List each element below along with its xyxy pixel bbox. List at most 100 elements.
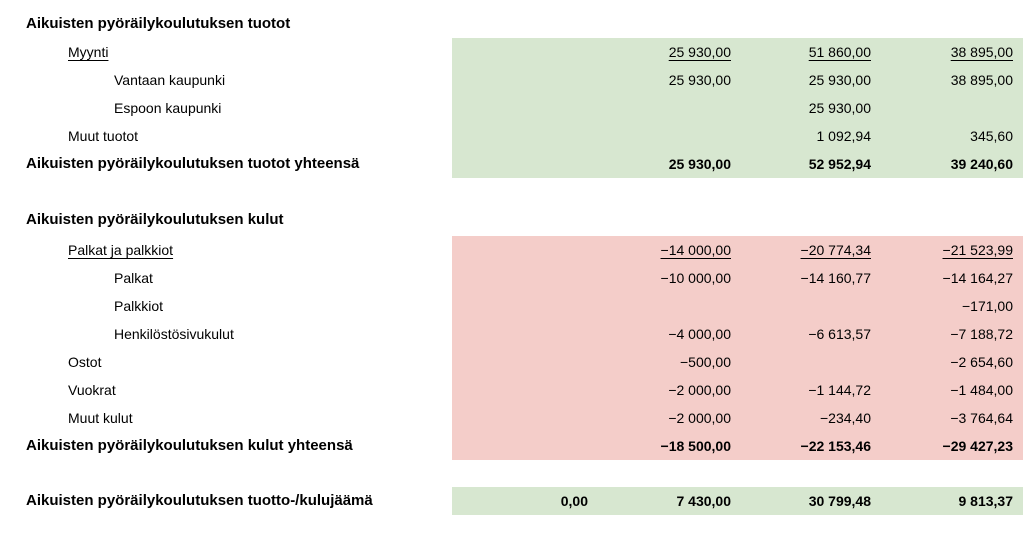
row-label: Palkat ja palkkiot bbox=[68, 242, 174, 258]
value-cell: 39 240,60 bbox=[950, 156, 1013, 172]
value-cell: 30 799,48 bbox=[808, 493, 871, 509]
row-values: −14 000,00 −20 774,34 −21 523,99 bbox=[452, 236, 1023, 264]
row-label: Aikuisten pyöräilykoulutuksen tuotto-/ku… bbox=[26, 492, 373, 509]
section-header-revenues: Aikuisten pyöräilykoulutuksen tuotot bbox=[26, 15, 291, 32]
row-label: Vantaan kaupunki bbox=[114, 72, 226, 88]
row-values: 1 092,94 345,60 bbox=[452, 122, 1023, 150]
value-cell bbox=[452, 38, 592, 66]
value-cell: −2 654,60 bbox=[950, 354, 1013, 370]
value-cell bbox=[452, 348, 592, 376]
table-row-myynti: Myynti 25 930,00 51 860,00 38 895,00 bbox=[0, 38, 1033, 66]
value-cell: 38 895,00 bbox=[950, 44, 1013, 60]
row-label: Henkilöstösivukulut bbox=[114, 326, 234, 342]
value-cell bbox=[452, 122, 592, 150]
value-cell: 1 092,94 bbox=[816, 128, 872, 144]
value-cell bbox=[592, 94, 735, 122]
value-cell: 25 930,00 bbox=[668, 44, 731, 60]
value-cell: 345,60 bbox=[970, 128, 1013, 144]
value-cell bbox=[452, 236, 592, 264]
value-cell bbox=[875, 94, 1023, 122]
table-row-kulut-yhteensa: Aikuisten pyöräilykoulutuksen kulut yhte… bbox=[0, 432, 1033, 460]
table-row-muut-kulut: Muut kulut −2 000,00 −234,40 −3 764,64 bbox=[0, 404, 1033, 432]
row-values: 25 930,00 bbox=[452, 94, 1023, 122]
value-cell: −6 613,57 bbox=[808, 326, 871, 342]
value-cell: 9 813,37 bbox=[958, 493, 1014, 509]
value-cell bbox=[452, 150, 592, 178]
row-values: −4 000,00 −6 613,57 −7 188,72 bbox=[452, 320, 1023, 348]
table-row-espoon-kaupunki: Espoon kaupunki 25 930,00 bbox=[0, 94, 1033, 122]
value-cell: 25 930,00 bbox=[668, 156, 731, 172]
value-cell bbox=[452, 94, 592, 122]
value-cell: −1 484,00 bbox=[950, 382, 1013, 398]
table-row-henkilostosivukulut: Henkilöstösivukulut −4 000,00 −6 613,57 … bbox=[0, 320, 1033, 348]
table-row-palkkiot: Palkkiot −171,00 bbox=[0, 292, 1033, 320]
value-cell: −3 764,64 bbox=[950, 410, 1013, 426]
value-cell bbox=[452, 66, 592, 94]
row-label: Muut kulut bbox=[68, 410, 133, 426]
value-cell: −14 160,77 bbox=[800, 270, 871, 286]
table-row-tuotto-kulujaama: Aikuisten pyöräilykoulutuksen tuotto-/ku… bbox=[0, 487, 1033, 515]
value-cell bbox=[452, 432, 592, 460]
value-cell: −22 153,46 bbox=[800, 438, 871, 454]
value-cell: −20 774,34 bbox=[800, 242, 871, 258]
row-label: Aikuisten pyöräilykoulutuksen kulut yhte… bbox=[26, 437, 353, 454]
row-label: Palkkiot bbox=[114, 298, 164, 314]
table-row-ostot: Ostot −500,00 −2 654,60 bbox=[0, 348, 1033, 376]
value-cell: −171,00 bbox=[962, 298, 1013, 314]
table-row-palkat: Palkat −10 000,00 −14 160,77 −14 164,27 bbox=[0, 264, 1033, 292]
table-row-palkat-ja-palkkiot: Palkat ja palkkiot −14 000,00 −20 774,34… bbox=[0, 236, 1033, 264]
value-cell bbox=[452, 320, 592, 348]
value-cell bbox=[452, 292, 592, 320]
value-cell bbox=[592, 122, 735, 150]
table-row-vuokrat: Vuokrat −2 000,00 −1 144,72 −1 484,00 bbox=[0, 376, 1033, 404]
row-values: −500,00 −2 654,60 bbox=[452, 348, 1023, 376]
section-header-expenses: Aikuisten pyöräilykoulutuksen kulut bbox=[26, 211, 284, 228]
row-values: −2 000,00 −1 144,72 −1 484,00 bbox=[452, 376, 1023, 404]
row-values: −2 000,00 −234,40 −3 764,64 bbox=[452, 404, 1023, 432]
row-values: 25 930,00 25 930,00 38 895,00 bbox=[452, 66, 1023, 94]
row-values: 0,00 7 430,00 30 799,48 9 813,37 bbox=[452, 487, 1023, 515]
value-cell: 52 952,94 bbox=[808, 156, 871, 172]
row-values: 25 930,00 51 860,00 38 895,00 bbox=[452, 38, 1023, 66]
row-values: −18 500,00 −22 153,46 −29 427,23 bbox=[452, 432, 1023, 460]
value-cell bbox=[452, 376, 592, 404]
value-cell: −29 427,23 bbox=[942, 438, 1013, 454]
value-cell: −2 000,00 bbox=[668, 382, 731, 398]
value-cell bbox=[735, 292, 875, 320]
value-cell bbox=[592, 292, 735, 320]
table-row-vantaan-kaupunki: Vantaan kaupunki 25 930,00 25 930,00 38 … bbox=[0, 66, 1033, 94]
table-row-muut-tuotot: Muut tuotot 1 092,94 345,60 bbox=[0, 122, 1033, 150]
value-cell: −18 500,00 bbox=[660, 438, 731, 454]
value-cell bbox=[735, 348, 875, 376]
value-cell: −1 144,72 bbox=[808, 382, 871, 398]
value-cell bbox=[452, 404, 592, 432]
row-label: Vuokrat bbox=[68, 382, 116, 398]
row-label: Aikuisten pyöräilykoulutuksen tuotot yht… bbox=[26, 155, 360, 172]
value-cell: −500,00 bbox=[680, 354, 731, 370]
value-cell: −14 164,27 bbox=[942, 270, 1013, 286]
row-values: 25 930,00 52 952,94 39 240,60 bbox=[452, 150, 1023, 178]
row-label: Ostot bbox=[68, 354, 102, 370]
value-cell: −234,40 bbox=[820, 410, 871, 426]
value-cell: −7 188,72 bbox=[950, 326, 1013, 342]
value-cell: −21 523,99 bbox=[942, 242, 1013, 258]
value-cell: 25 930,00 bbox=[808, 72, 871, 88]
row-label: Myynti bbox=[68, 44, 109, 60]
value-cell: 51 860,00 bbox=[808, 44, 871, 60]
row-values: −10 000,00 −14 160,77 −14 164,27 bbox=[452, 264, 1023, 292]
row-values: −171,00 bbox=[452, 292, 1023, 320]
row-label: Muut tuotot bbox=[68, 128, 139, 144]
value-cell: 25 930,00 bbox=[668, 72, 731, 88]
value-cell: 0,00 bbox=[560, 493, 588, 509]
value-cell: −10 000,00 bbox=[660, 270, 731, 286]
value-cell: −14 000,00 bbox=[660, 242, 731, 258]
value-cell: 25 930,00 bbox=[808, 100, 871, 116]
value-cell: 38 895,00 bbox=[950, 72, 1013, 88]
table-row-tuotot-yhteensa: Aikuisten pyöräilykoulutuksen tuotot yht… bbox=[0, 150, 1033, 178]
row-label: Espoon kaupunki bbox=[114, 100, 222, 116]
row-label: Palkat bbox=[114, 270, 153, 286]
value-cell bbox=[452, 264, 592, 292]
value-cell: 7 430,00 bbox=[676, 493, 732, 509]
value-cell: −2 000,00 bbox=[668, 410, 731, 426]
